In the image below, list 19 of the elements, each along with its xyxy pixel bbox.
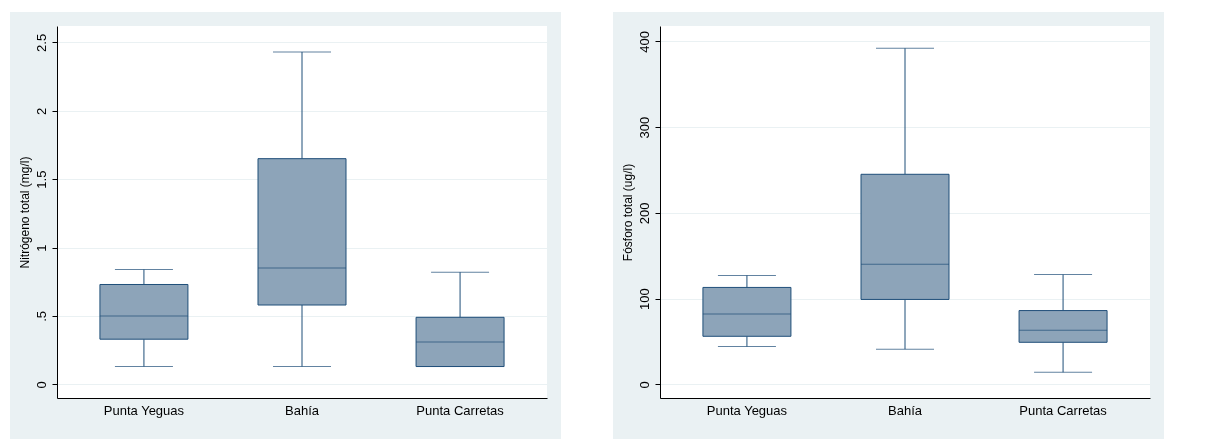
y-axis-title: Fósforo total (ug/l) — [620, 163, 635, 262]
x-tick-label: Punta Carretas — [416, 402, 505, 418]
y-tick-label: 2.5 — [33, 33, 49, 52]
x-tick-label: Punta Yeguas — [103, 402, 185, 418]
x-tick-label: Bahía — [888, 402, 923, 418]
x-tick-label: Bahía — [285, 402, 320, 418]
y-tick-label: 0 — [636, 381, 652, 389]
y-tick-label: 0 — [33, 381, 49, 389]
y-tick-label: .5 — [33, 311, 49, 322]
y-tick-label: 2 — [33, 107, 49, 115]
x-tick-label: Punta Yeguas — [706, 402, 788, 418]
y-tick-label: 200 — [636, 202, 652, 225]
y-tick-label: 300 — [636, 116, 652, 139]
y-tick-label: 100 — [636, 288, 652, 310]
y-axis-title: Nitrógeno total (mg/l) — [17, 156, 32, 269]
x-tick-label: Punta Carretas — [1019, 402, 1108, 418]
y-tick-label: 1 — [33, 244, 49, 252]
y-tick-label: 1.5 — [33, 170, 49, 189]
y-tick-label: 400 — [636, 31, 652, 53]
